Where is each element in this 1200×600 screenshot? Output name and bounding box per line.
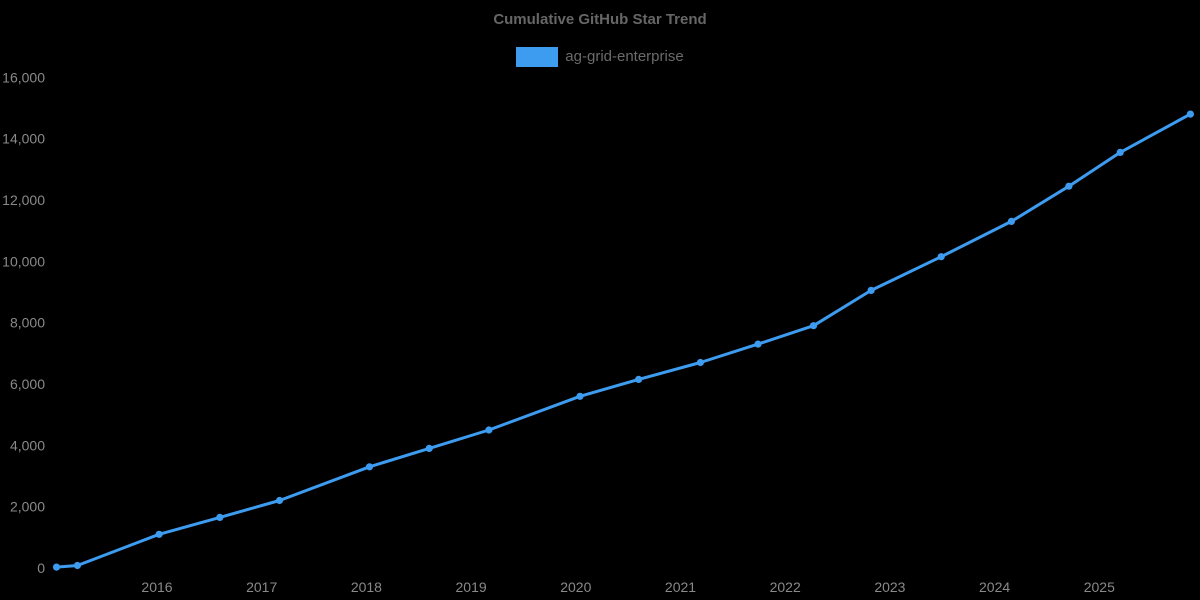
data-point-marker bbox=[1116, 148, 1124, 156]
y-tick-label: 8,000 bbox=[10, 315, 45, 331]
x-tick-label: 2020 bbox=[560, 579, 591, 595]
data-point-marker bbox=[275, 496, 284, 505]
y-tick-label: 14,000 bbox=[2, 131, 45, 147]
data-point-marker bbox=[754, 340, 762, 348]
data-point-marker bbox=[52, 563, 61, 571]
series-line bbox=[55, 112, 1192, 569]
data-point-marker bbox=[937, 253, 945, 261]
data-point-marker bbox=[867, 286, 875, 294]
data-point-marker bbox=[216, 513, 224, 522]
legend-label: ag-grid-enterprise bbox=[565, 48, 684, 65]
x-tick-label: 2018 bbox=[351, 579, 382, 595]
legend-swatch-icon bbox=[516, 47, 559, 67]
y-tick-label: 6,000 bbox=[10, 376, 45, 392]
y-tick-label: 0 bbox=[37, 560, 45, 576]
data-point-marker bbox=[809, 322, 818, 330]
x-tick-label: 2024 bbox=[979, 579, 1010, 595]
y-tick-label: 12,000 bbox=[2, 192, 45, 208]
data-point-marker bbox=[576, 392, 584, 400]
y-tick-label: 2,000 bbox=[10, 499, 45, 515]
x-tick-label: 2023 bbox=[874, 579, 905, 595]
data-point-marker bbox=[425, 444, 433, 452]
y-tick-label: 4,000 bbox=[10, 437, 45, 453]
y-tick-label: 10,000 bbox=[2, 253, 45, 269]
y-tick-label: 16,000 bbox=[2, 69, 45, 85]
data-point-marker bbox=[155, 530, 163, 538]
data-point-marker bbox=[485, 426, 493, 434]
x-tick-label: 2022 bbox=[770, 579, 801, 595]
x-tick-label: 2019 bbox=[456, 579, 487, 595]
data-point-marker bbox=[1186, 110, 1194, 118]
data-point-marker bbox=[73, 561, 81, 570]
x-tick-label: 2025 bbox=[1084, 579, 1115, 595]
data-point-marker bbox=[1065, 182, 1073, 190]
chart-title: Cumulative GitHub Star Trend bbox=[493, 11, 707, 28]
x-tick-label: 2016 bbox=[141, 579, 172, 595]
data-point-marker bbox=[696, 358, 705, 367]
legend-item[interactable]: ag-grid-enterprise bbox=[0, 47, 1200, 67]
data-point-marker bbox=[1007, 217, 1016, 225]
x-tick-label: 2021 bbox=[665, 579, 696, 595]
data-point-marker bbox=[365, 463, 374, 471]
x-tick-label: 2017 bbox=[246, 579, 277, 595]
data-point-marker bbox=[635, 375, 643, 383]
